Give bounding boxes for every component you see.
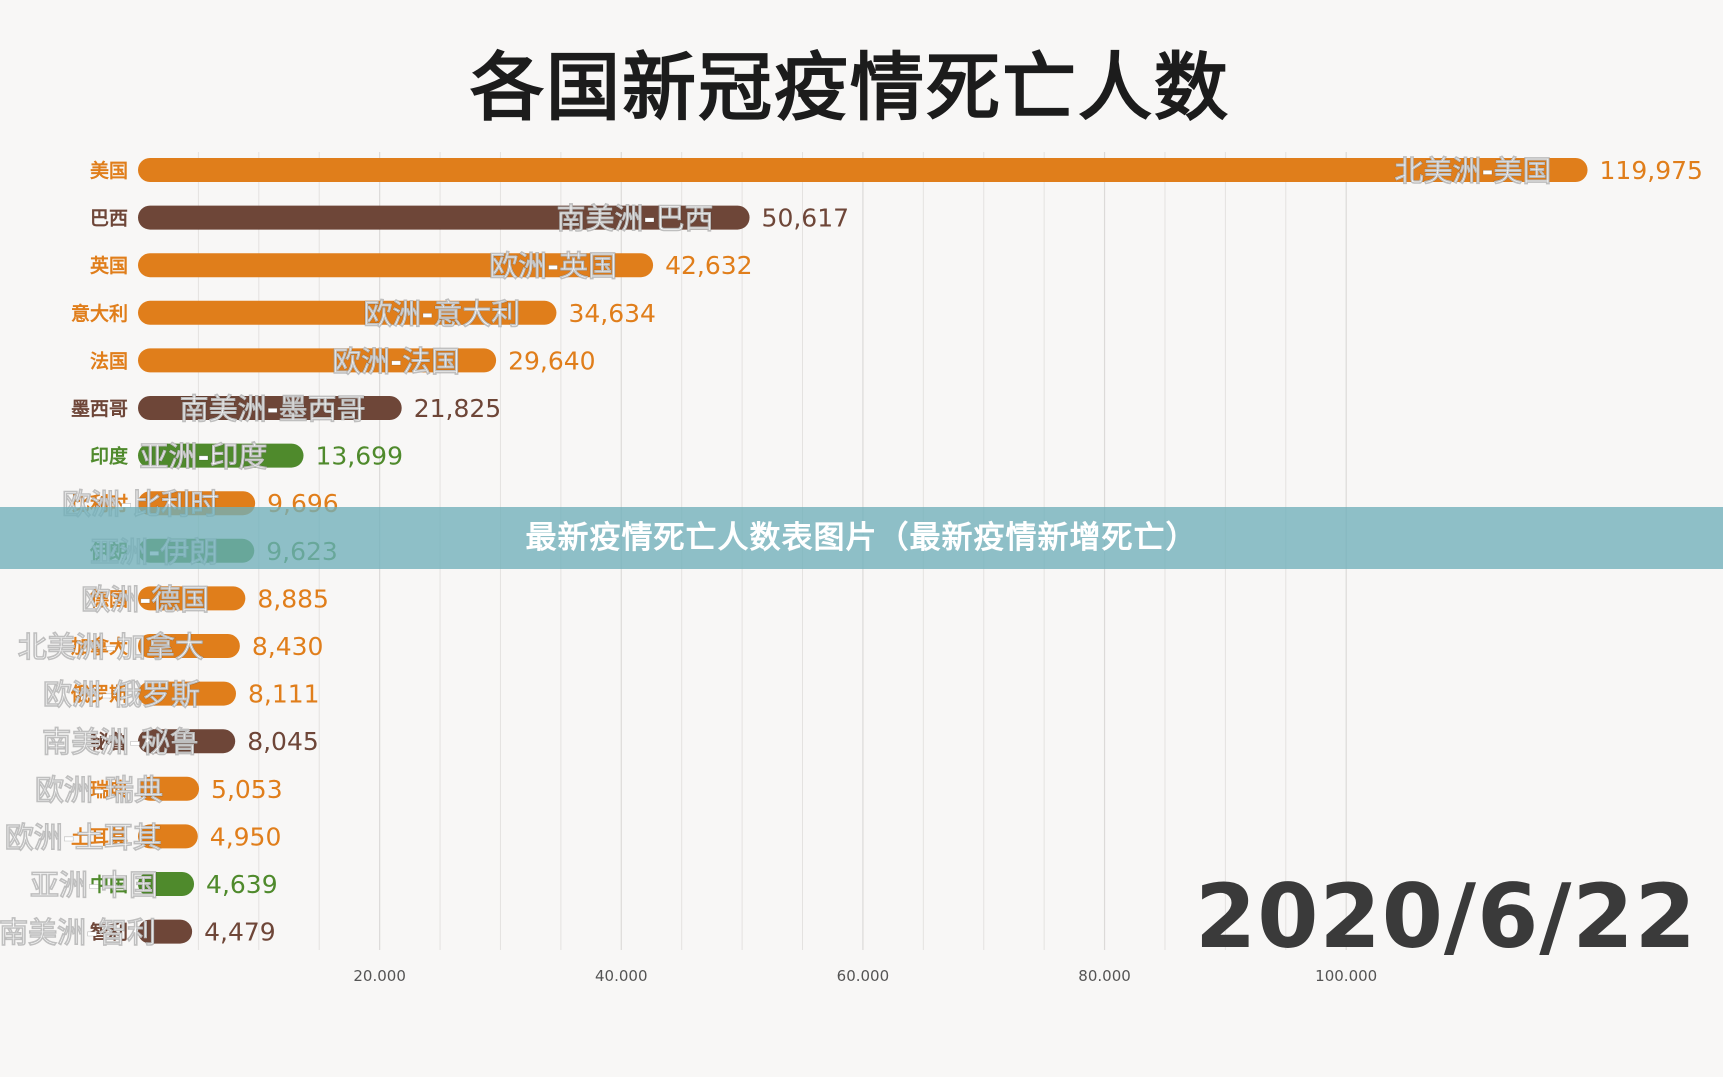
- value-label: 13,699: [316, 442, 403, 471]
- value-label: 4,950: [210, 822, 282, 851]
- bar-inner-label: 亚洲-印度: [139, 440, 267, 474]
- category-label: 中国: [90, 873, 128, 896]
- bar: [138, 300, 557, 325]
- value-label: 5,053: [211, 775, 283, 804]
- bar-inner-label: 北美洲-加拿大: [18, 630, 204, 664]
- bar: [138, 872, 195, 896]
- category-label: 秘鲁: [90, 730, 128, 753]
- value-label: 4,479: [204, 918, 276, 947]
- category-label: 智利: [90, 921, 128, 944]
- x-tick-label: 100.000: [1315, 967, 1377, 985]
- bar: [138, 253, 654, 278]
- bar: [138, 776, 200, 801]
- bar-inner-label: 欧洲-俄罗斯: [43, 678, 200, 712]
- category-label: 墨西哥: [71, 398, 128, 420]
- bar-inner-label: 南美洲-巴西: [557, 202, 714, 236]
- bar: [138, 443, 304, 468]
- bar-inner-label: 欧洲-瑞典: [35, 773, 163, 807]
- x-tick-label: 60.000: [837, 967, 890, 985]
- category-label: 巴西: [90, 208, 128, 230]
- category-label: 俄罗斯: [70, 683, 128, 706]
- category-label: 法国: [90, 349, 128, 372]
- value-label: 4,639: [206, 870, 278, 899]
- bar: [138, 586, 246, 611]
- bar: [138, 919, 193, 944]
- value-label: 8,045: [247, 727, 319, 756]
- value-label: 8,111: [248, 680, 320, 709]
- bar-inner-label: 欧洲-土耳其: [5, 820, 162, 854]
- value-label: 42,632: [665, 251, 752, 280]
- category-label: 印度: [90, 445, 129, 468]
- value-label: 34,634: [568, 299, 655, 328]
- bar-inner-label: 欧洲-法国: [332, 344, 460, 378]
- value-label: 8,430: [252, 632, 324, 661]
- bar: [138, 205, 750, 230]
- value-label: 21,825: [414, 394, 501, 423]
- bar: [138, 158, 1588, 182]
- category-label: 意大利: [71, 302, 128, 325]
- value-label: 8,885: [257, 584, 329, 613]
- category-label: 瑞典: [90, 778, 128, 801]
- bar: [138, 824, 198, 849]
- value-label: 29,640: [508, 346, 595, 375]
- bar-inner-label: 亚洲-中国: [30, 868, 158, 902]
- value-label: 119,975: [1600, 156, 1703, 185]
- bar-inner-label: 南美洲-墨西哥: [180, 392, 366, 426]
- bar-inner-label: 南美洲-秘鲁: [42, 725, 199, 759]
- bar: [138, 396, 402, 420]
- bar: [138, 348, 497, 373]
- bar-inner-label: 北美洲-美国: [1394, 154, 1551, 188]
- bar-inner-label: 欧洲-德国: [81, 582, 209, 616]
- bar-inner-label: 欧洲-英国: [489, 249, 617, 283]
- x-tick-label: 40.000: [595, 967, 648, 985]
- caption-banner-text: 最新疫情死亡人数表图片（最新疫情新增死亡）: [525, 520, 1198, 556]
- category-label: 加拿大: [70, 635, 128, 658]
- date-stamp: 2020/6/22: [1195, 865, 1697, 968]
- category-label: 德国: [90, 587, 128, 610]
- category-label: 土耳其: [71, 826, 128, 848]
- x-tick-label: 80.000: [1078, 967, 1131, 985]
- category-label: 英国: [90, 254, 128, 277]
- x-tick-label: 20.000: [353, 967, 406, 985]
- value-label: 50,617: [762, 204, 849, 233]
- caption-banner: 最新疫情死亡人数表图片（最新疫情新增死亡）: [0, 507, 1723, 569]
- bar-inner-label: 南美洲-智利: [0, 916, 156, 950]
- chart-title: 各国新冠疫情死亡人数: [470, 45, 1230, 131]
- bar: [138, 681, 236, 706]
- bar: [138, 729, 236, 754]
- category-label: 美国: [90, 159, 128, 182]
- bar: [138, 634, 240, 658]
- bar-inner-label: 欧洲-意大利: [363, 297, 520, 331]
